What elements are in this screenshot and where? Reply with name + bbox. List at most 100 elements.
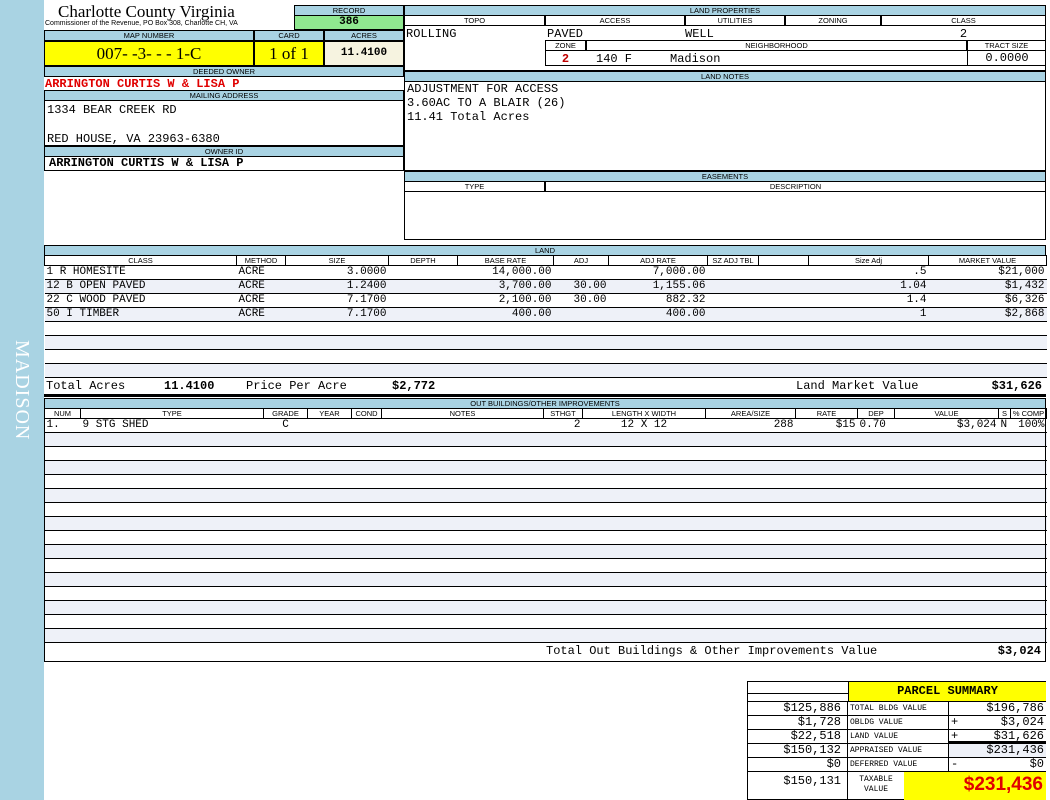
table-cell [998, 488, 1011, 503]
column-header: COND [351, 408, 382, 419]
outbuildings-total: Total Out Buildings & Other Improvements… [44, 641, 1046, 662]
table-cell [543, 628, 583, 643]
easements-body [404, 191, 1046, 240]
table-cell: 0.70 [857, 418, 895, 433]
table-cell: 288 [705, 418, 796, 433]
table-cell [707, 349, 759, 364]
table-cell [351, 600, 382, 615]
table-cell [553, 265, 609, 280]
table-cell [582, 572, 706, 587]
table-row [44, 349, 1047, 364]
table-cell [705, 586, 796, 601]
table-cell [894, 446, 999, 461]
summary-value: $3,024 [1000, 715, 1044, 729]
table-cell: 50 I TIMBER [44, 307, 237, 322]
table-cell [263, 446, 308, 461]
table-cell [44, 446, 81, 461]
address-line-2: RED HOUSE, VA 23963-6380 [47, 132, 220, 146]
table-cell [80, 502, 264, 517]
table-row [44, 432, 1047, 447]
table-cell: ACRE [236, 265, 286, 280]
land-note-line: 3.60AC TO A BLAIR (26) [407, 96, 566, 110]
table-cell [381, 474, 544, 489]
table-cell [80, 516, 264, 531]
access-value: PAVED [547, 27, 584, 41]
table-cell [351, 586, 382, 601]
table-cell [758, 293, 809, 308]
zone-value: 2 [561, 52, 570, 66]
table-cell [388, 293, 458, 308]
table-row [44, 363, 1047, 378]
land-notes: ADJUSTMENT FOR ACCESS 3.60AC TO A BLAIR … [404, 81, 1046, 171]
table-cell [795, 530, 858, 545]
table-cell [381, 460, 544, 475]
county-title: Charlotte County Virginia [58, 2, 235, 21]
table-cell [80, 432, 264, 447]
table-cell [582, 544, 706, 559]
table-cell [928, 363, 1047, 378]
column-header: YEAR [307, 408, 352, 419]
table-row: 1. 9 STG SHED C 2 12 X 12 288 $15 0.70 $3,024 N 10… [44, 418, 1047, 433]
table-cell [44, 488, 81, 503]
table-cell [351, 530, 382, 545]
table-cell [381, 572, 544, 587]
table-cell [263, 502, 308, 517]
table-cell [795, 572, 858, 587]
table-cell [543, 460, 583, 475]
summary-label: APPRAISED VALUE [848, 744, 948, 758]
table-cell: 30.00 [553, 293, 609, 308]
table-row [44, 614, 1047, 629]
summary-operator: + [948, 730, 1046, 744]
summary-prior-value: $22,518 [748, 730, 848, 744]
utilities-value: WELL [685, 27, 714, 41]
table-cell [894, 432, 999, 447]
table-cell [381, 614, 544, 629]
table-cell: $1,432 [928, 279, 1047, 294]
table-cell: 1.04 [808, 279, 929, 294]
outbuildings-total-label: Total Out Buildings & Other Improvements… [546, 644, 878, 658]
zoning-label: ZONING [785, 15, 881, 26]
table-cell: ACRE [236, 307, 286, 322]
table-cell [857, 530, 895, 545]
table-cell [307, 586, 352, 601]
table-cell [894, 628, 999, 643]
table-cell [44, 544, 81, 559]
table-cell [307, 530, 352, 545]
table-cell [543, 502, 583, 517]
table-cell [1010, 516, 1047, 531]
table-cell [705, 628, 796, 643]
table-cell: 1.4 [808, 293, 929, 308]
table-cell [705, 572, 796, 587]
table-cell [705, 446, 796, 461]
table-cell [582, 488, 706, 503]
table-cell [80, 530, 264, 545]
table-cell [263, 516, 308, 531]
summary-operator: - [948, 758, 1046, 772]
table-cell [263, 558, 308, 573]
table-row [44, 516, 1047, 531]
table-cell [80, 488, 264, 503]
table-cell [795, 586, 858, 601]
table-cell [608, 363, 708, 378]
table-cell [351, 614, 382, 629]
table-cell [705, 474, 796, 489]
summary-prior-value: $125,886 [748, 702, 848, 716]
table-cell [758, 265, 809, 280]
district-label: MADISON [11, 340, 33, 441]
table-cell [1010, 460, 1047, 475]
total-acres-label: Total Acres [46, 379, 126, 393]
table-cell: $21,000 [928, 265, 1047, 280]
table-cell [351, 502, 382, 517]
column-header: DEP [857, 408, 895, 419]
table-cell [388, 307, 458, 322]
table-cell [705, 544, 796, 559]
table-cell [44, 530, 81, 545]
table-cell [381, 586, 544, 601]
table-cell [998, 558, 1011, 573]
table-cell: 7.1700 [285, 293, 389, 308]
table-cell [795, 460, 858, 475]
table-cell [543, 530, 583, 545]
table-cell [388, 321, 458, 336]
column-header: Size Adj [808, 255, 929, 266]
deeded-owner-label: DEEDED OWNER [44, 66, 404, 77]
